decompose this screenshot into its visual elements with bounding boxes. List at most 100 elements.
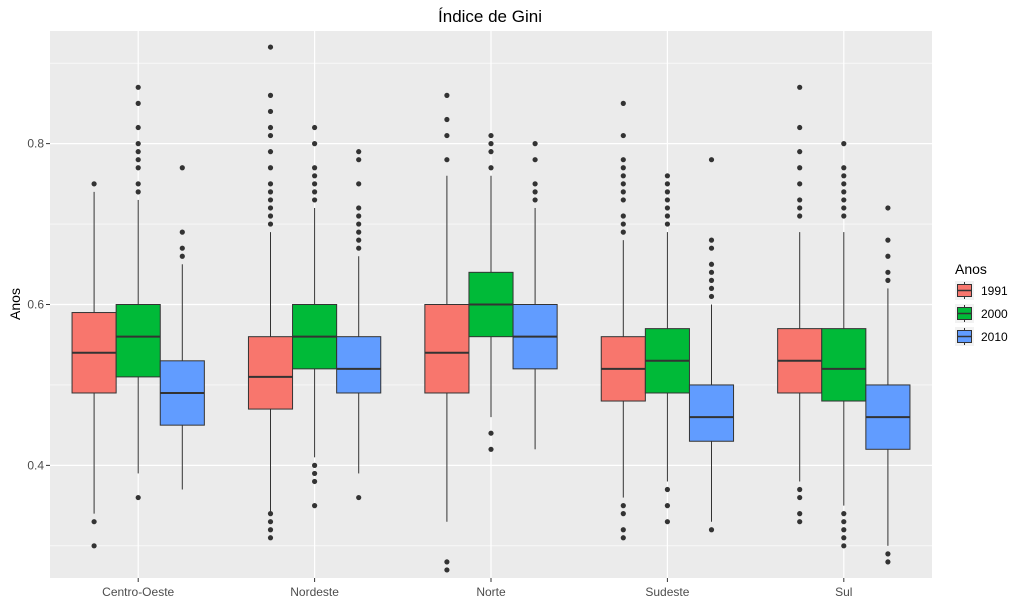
outlier-point (267, 92, 274, 98)
outlier-point (620, 173, 626, 179)
outlier-point (267, 149, 274, 155)
outlier-point (135, 189, 141, 195)
outlier-point (708, 277, 715, 283)
outlier-point (356, 149, 362, 155)
outlier-point (488, 132, 494, 139)
outlier-point (885, 253, 891, 259)
outlier-point (664, 213, 671, 219)
outlier-point (135, 181, 141, 187)
outlier-point (532, 197, 538, 203)
outlier-point (267, 165, 274, 171)
outlier-point (708, 285, 715, 292)
x-tick-label: Sul (835, 585, 852, 599)
box-2010-norte (512, 141, 558, 450)
outlier-point (841, 213, 847, 219)
outlier-point (312, 503, 318, 509)
outlier-point (135, 84, 141, 90)
outlier-point (91, 181, 97, 187)
outlier-point (620, 221, 626, 227)
outlier-point (797, 149, 803, 155)
outlier-point (91, 543, 97, 549)
outlier-point (488, 141, 494, 147)
outlier-point (532, 157, 538, 163)
outlier-point (135, 149, 141, 155)
outlier-point (620, 100, 626, 106)
outlier-point (312, 124, 318, 131)
outlier-point (135, 494, 141, 501)
boxes-layer (71, 44, 911, 573)
box-2000-centro-oeste (115, 84, 161, 501)
outlier-point (135, 100, 141, 106)
outlier-point (444, 92, 450, 98)
y-tick-label: 0.6 (27, 298, 44, 312)
legend-title: Anos (955, 261, 987, 277)
outlier-point (312, 165, 318, 171)
box-2000-norte (468, 132, 514, 452)
outlier-point (356, 181, 362, 187)
outlier-point (885, 269, 891, 275)
outlier-point (267, 511, 274, 517)
outlier-point (620, 189, 626, 195)
outlier-point (312, 462, 318, 468)
outlier-point (267, 132, 274, 139)
outlier-point (312, 189, 318, 195)
legend-item-1991: 1991 (955, 281, 1008, 300)
outlier-point (708, 237, 715, 243)
outlier-point (664, 205, 671, 211)
outlier-point (91, 519, 97, 525)
outlier-point (356, 221, 362, 227)
outlier-point (797, 213, 803, 219)
outlier-point (708, 157, 715, 163)
x-tick-label: Norte (476, 585, 506, 599)
outlier-point (267, 197, 274, 203)
outlier-point (267, 189, 274, 195)
outlier-point (797, 181, 803, 187)
box-2010-sudeste (688, 157, 735, 533)
outlier-point (267, 527, 274, 533)
outlier-point (797, 519, 803, 525)
outlier-point (708, 269, 715, 275)
outlier-point (797, 124, 803, 131)
box-body (115, 304, 161, 378)
outlier-point (797, 197, 803, 203)
box-body (821, 328, 867, 402)
outlier-point (532, 141, 538, 147)
outlier-point (532, 189, 538, 195)
outlier-point (267, 205, 274, 211)
outlier-point (312, 197, 318, 203)
outlier-point (444, 567, 450, 573)
outlier-point (267, 535, 274, 541)
outlier-point (488, 165, 494, 171)
outlier-point (797, 511, 803, 517)
box-2010-centro-oeste (159, 165, 205, 490)
outlier-point (356, 213, 362, 219)
outlier-point (444, 132, 450, 139)
outlier-point (267, 181, 274, 187)
box-body (688, 384, 735, 442)
outlier-point (267, 519, 274, 525)
outlier-point (444, 559, 450, 565)
outlier-point (267, 44, 274, 50)
outlier-point (620, 132, 626, 139)
outlier-point (620, 503, 626, 509)
axes-layer: 0.4 0.6 0.8 Centro-Oeste Nordeste Norte Sudest… (27, 137, 852, 599)
x-tick-label: Nordeste (290, 585, 339, 599)
outlier-point (356, 205, 362, 211)
outlier-point (620, 511, 626, 517)
outlier-point (312, 478, 318, 485)
box-2000-sul (821, 141, 867, 549)
outlier-point (179, 253, 185, 259)
chart-title: Índice de Gini (438, 7, 542, 26)
outlier-point (841, 141, 847, 147)
box-2000-nordeste (292, 124, 338, 509)
outlier-point (135, 165, 141, 171)
outlier-point (620, 181, 626, 187)
outlier-point (356, 494, 362, 501)
outlier-point (708, 527, 715, 533)
x-tick-label: Sudeste (645, 585, 689, 599)
outlier-point (620, 229, 626, 235)
box-2000-sudeste (644, 173, 690, 525)
box-1991-nordeste (247, 44, 294, 541)
